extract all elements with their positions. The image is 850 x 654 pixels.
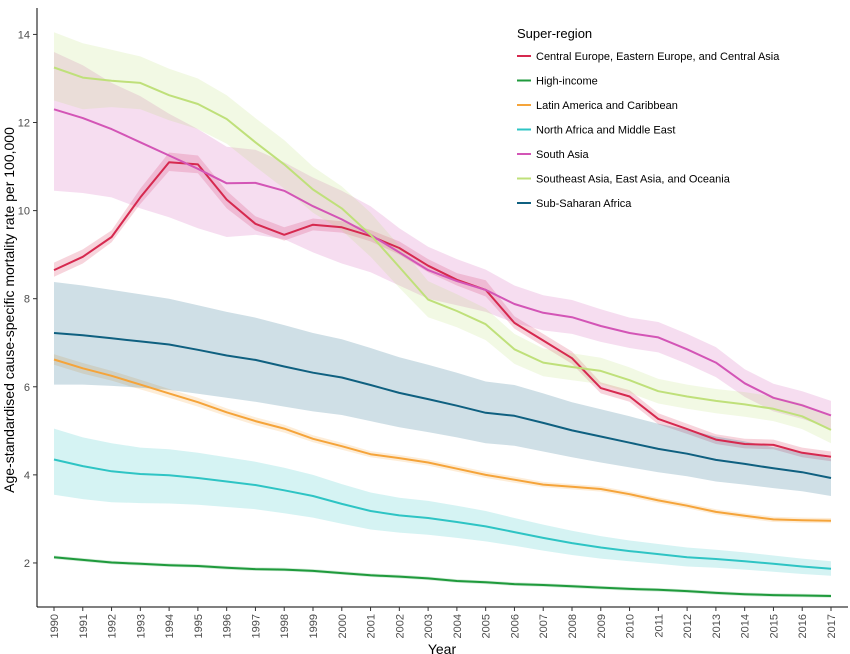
legend-items: Central Europe, Eastern Europe, and Cent… — [517, 51, 780, 210]
x-tick-label: 2010 — [625, 614, 637, 638]
x-tick-label: 1995 — [193, 614, 205, 638]
x-tick-label: 2005 — [481, 614, 493, 638]
series-6-line — [53, 332, 832, 479]
series-5-line — [53, 66, 832, 431]
x-tick-label: 2012 — [682, 614, 694, 638]
x-tick-label: 2011 — [653, 614, 665, 638]
series-2-line — [53, 358, 832, 522]
series-1-line — [53, 556, 832, 597]
series-3-line — [53, 458, 832, 570]
series-lines — [53, 66, 832, 597]
y-axis-ticks: 2 4 6 8 10 12 14 — [18, 29, 37, 570]
y-tick-label: 10 — [18, 206, 30, 218]
x-tick-label: 2007 — [538, 614, 550, 638]
confidence-bands — [54, 32, 831, 598]
x-tick-label: 1997 — [250, 614, 262, 638]
legend-item: High-income — [517, 76, 598, 88]
x-tick-label: 2004 — [452, 614, 464, 638]
legend-label: South Asia — [536, 149, 589, 161]
legend-item: Central Europe, Eastern Europe, and Cent… — [517, 51, 780, 63]
x-tick-label: 1998 — [279, 614, 291, 638]
x-tick-label: 2017 — [826, 614, 838, 638]
x-tick-label: 2001 — [366, 614, 378, 638]
x-tick-label: 2000 — [337, 614, 349, 638]
x-tick-label: 2006 — [509, 614, 521, 638]
y-tick-label: 14 — [18, 29, 30, 41]
legend-item: Sub-Saharan Africa — [517, 198, 632, 210]
legend-label: Sub-Saharan Africa — [536, 198, 632, 210]
y-tick-label: 4 — [24, 470, 30, 482]
series-0-line — [53, 161, 832, 458]
x-tick-label: 1996 — [222, 614, 234, 638]
x-tick-label: 2014 — [740, 614, 752, 638]
series-6-confidence-band — [54, 282, 831, 496]
legend-item: North Africa and Middle East — [517, 125, 675, 137]
legend-title: Super-region — [517, 26, 592, 41]
legend-label: Central Europe, Eastern Europe, and Cent… — [536, 51, 780, 63]
x-tick-label: 1991 — [78, 614, 90, 638]
x-tick-label: 1993 — [135, 614, 147, 638]
x-tick-label: 2009 — [596, 614, 608, 638]
x-tick-label: 2015 — [768, 614, 780, 638]
x-axis-title: Year — [428, 641, 457, 654]
y-tick-label: 8 — [24, 294, 30, 306]
legend-item: Southeast Asia, East Asia, and Oceania — [517, 174, 731, 186]
x-tick-label: 1999 — [308, 614, 320, 638]
series-5-confidence-band — [54, 32, 831, 444]
x-axis-ticks: 1990 1991 1992 1993 1994 1995 1996 1997 1998 1999… — [49, 607, 838, 638]
y-tick-label: 6 — [24, 382, 30, 394]
y-tick-label: 2 — [24, 558, 30, 570]
x-tick-label: 2002 — [394, 614, 406, 638]
series-3-confidence-band — [54, 428, 831, 576]
legend-label: North Africa and Middle East — [536, 125, 675, 137]
y-tick-label: 12 — [18, 118, 30, 130]
x-tick-label: 1994 — [164, 614, 176, 638]
series-4-line — [53, 108, 832, 417]
x-tick-label: 2016 — [797, 614, 809, 638]
x-tick-label: 1990 — [49, 614, 61, 638]
legend-label: Southeast Asia, East Asia, and Oceania — [536, 174, 731, 186]
x-tick-label: 2013 — [711, 614, 723, 638]
legend-label: Latin America and Caribbean — [536, 100, 678, 112]
x-tick-label: 1992 — [107, 614, 119, 638]
legend-item: South Asia — [517, 149, 589, 161]
y-axis-title: Age-standardised cause-specific mortalit… — [1, 127, 17, 493]
legend: Super-region Central Europe, Eastern Eur… — [517, 26, 780, 210]
legend-item: Latin America and Caribbean — [517, 100, 678, 112]
axes — [36, 8, 848, 608]
x-tick-label: 2003 — [423, 614, 435, 638]
x-tick-label: 2008 — [567, 614, 579, 638]
legend-label: High-income — [536, 76, 598, 88]
